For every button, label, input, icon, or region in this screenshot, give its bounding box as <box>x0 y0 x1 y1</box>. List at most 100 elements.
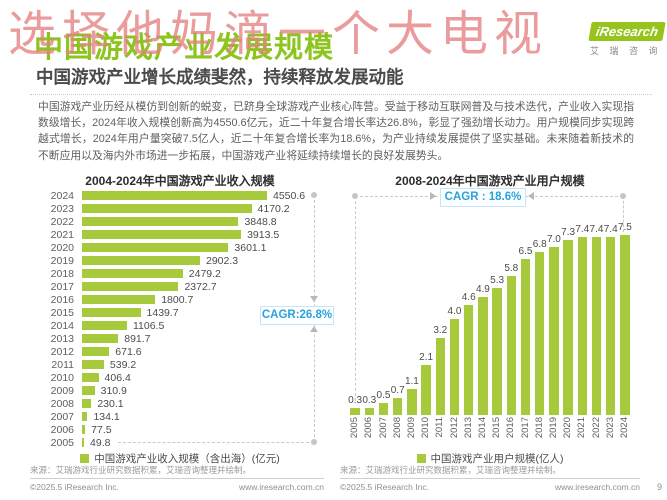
y-axis-year-label: 2005 <box>50 436 74 449</box>
revenue-bar <box>82 204 252 213</box>
bar-value-label: 310.9 <box>100 384 127 397</box>
footer-right: ©2025.5 iResearch Inc. www.iresearch.com… <box>340 482 640 492</box>
bar-value-label: 2479.2 <box>188 267 221 280</box>
revenue-bar <box>82 347 110 356</box>
bar-value-label: 891.7 <box>124 332 151 345</box>
cagr-badge-revenue: CAGR:26.8% <box>260 306 334 325</box>
x-axis-year-label: 2014 <box>476 417 488 439</box>
y-axis-year-label: 2015 <box>50 306 74 319</box>
revenue-bar <box>82 269 183 278</box>
legend-swatch <box>416 454 426 463</box>
revenue-bar-row: 2014 1106.5 <box>30 319 330 332</box>
revenue-bar <box>82 373 99 382</box>
bar-value-label: 2.1 <box>419 351 434 363</box>
bar-value-label: 77.5 <box>91 423 112 436</box>
x-axis-year-label: 2020 <box>562 417 574 439</box>
revenue-bar-row: 2015 1439.7 <box>30 306 330 319</box>
bar-value-label: 3.2 <box>433 325 448 337</box>
revenue-bar <box>82 334 119 343</box>
bar-value-label: 1439.7 <box>146 306 179 319</box>
x-axis-year-label: 2017 <box>519 417 531 439</box>
users-bar <box>392 398 403 415</box>
users-bar <box>463 304 474 415</box>
bracket-dot <box>352 193 358 199</box>
users-chart: 2008-2024年中国游戏产业用户规模 0.3 2005 0.3 2006 0.5 20… <box>340 168 640 460</box>
x-axis-year-label: 2010 <box>420 417 432 439</box>
users-bar <box>364 407 375 415</box>
cagr-bracket-line <box>355 196 356 401</box>
x-axis-year-label: 2015 <box>491 417 503 439</box>
revenue-bar-row: 2018 2479.2 <box>30 267 330 280</box>
bar-value-label: 4550.6 <box>273 189 306 202</box>
users-bar <box>534 251 545 415</box>
section-subtitle: 中国游戏产业增长成绩斐然，持续释放发展动能 <box>36 67 404 87</box>
bar-value-label: 4.6 <box>461 291 476 303</box>
x-axis-year-label: 2013 <box>462 417 474 439</box>
revenue-bar <box>82 438 85 447</box>
revenue-bar-row: 2008 230.1 <box>30 397 330 410</box>
revenue-bar-row: 2023 4170.2 <box>30 202 330 215</box>
revenue-bar <box>82 386 95 395</box>
users-bar <box>421 364 431 415</box>
bar-value-label: 7.5 <box>617 222 632 233</box>
y-axis-year-label: 2023 <box>50 202 74 215</box>
x-axis-year-label: 2006 <box>363 417 375 439</box>
users-bar <box>449 319 460 415</box>
y-axis-year-label: 2020 <box>50 241 74 254</box>
legend-label: 中国游戏产业收入规模（含出海）(亿元) <box>94 453 280 465</box>
bar-value-label: 5.8 <box>504 262 519 274</box>
body-paragraph: 中国游戏产业历经从模仿到创新的蜕变，已跻身全球游戏产业核心阵营。受益于移动互联网… <box>38 101 634 162</box>
bar-value-label: 3913.5 <box>247 228 280 241</box>
bar-value-label: 0.5 <box>376 390 391 401</box>
x-axis-year-label: 2008 <box>391 417 403 439</box>
revenue-bar <box>82 308 141 317</box>
revenue-bar <box>82 399 92 408</box>
bar-value-label: 3601.1 <box>234 241 267 254</box>
revenue-bar-row: 2020 3601.1 <box>30 241 330 254</box>
revenue-bar-row: 2010 406.4 <box>30 371 330 384</box>
copyright-text: ©2025.5 iResearch Inc. <box>30 482 119 492</box>
revenue-bar <box>82 191 267 200</box>
bar-value-label: 7.0 <box>546 234 561 245</box>
revenue-bar-row: 2017 2372.7 <box>30 280 330 293</box>
bar-value-label: 2902.3 <box>205 254 239 267</box>
source-note-left: 来源：艾瑞游戏行业研究数据积累，艾瑞咨询整理并绘制。 <box>30 465 252 475</box>
y-axis-year-label: 2022 <box>50 215 74 228</box>
y-axis-year-label: 2014 <box>50 319 74 332</box>
bar-value-label: 2372.7 <box>184 280 217 293</box>
users-bar <box>435 338 446 415</box>
users-bar <box>478 297 488 415</box>
revenue-bar <box>82 425 86 434</box>
revenue-bars-area: 2024 4550.6 2023 4170.2 2022 3848.8 2021 3913.5… <box>30 189 330 449</box>
revenue-bar-row: 2022 3848.8 <box>30 215 330 228</box>
website-text: www.iresearch.com.cn <box>554 482 640 492</box>
x-axis-year-label: 2018 <box>533 417 545 439</box>
bar-value-label: 0.3 <box>362 394 377 406</box>
users-bar <box>407 388 417 415</box>
footer-left: ©2025.5 iResearch Inc. www.iresearch.com… <box>30 482 324 492</box>
bar-value-label: 3848.8 <box>244 215 277 228</box>
x-axis-year-label: 2012 <box>448 417 460 439</box>
legend-label: 中国游戏产业用户规模(亿人) <box>430 453 564 465</box>
y-axis-year-label: 2017 <box>50 280 74 293</box>
revenue-bar-row: 2006 77.5 <box>30 423 330 436</box>
revenue-bar-row: 2019 2902.3 <box>30 254 330 267</box>
y-axis-year-label: 2018 <box>50 267 74 280</box>
y-axis-year-label: 2016 <box>50 293 74 306</box>
revenue-bar-row: 2013 891.7 <box>30 332 330 345</box>
bracket-dot <box>311 192 317 198</box>
bar-value-label: 1.1 <box>404 375 419 387</box>
revenue-bar-row: 2005 49.8 <box>30 436 330 449</box>
bar-value-label: 7.4 <box>589 224 604 236</box>
arrow-left-icon <box>430 192 436 200</box>
arrow-right-icon <box>528 192 534 200</box>
bracket-dot <box>311 439 317 445</box>
page-title: 中国游戏产业发展规模 <box>34 32 335 64</box>
bar-value-label: 6.8 <box>532 238 547 250</box>
bar-value-label: 7.4 <box>575 224 590 236</box>
y-axis-year-label: 2024 <box>50 189 74 202</box>
x-axis-year-label: 2016 <box>505 417 517 439</box>
users-bar <box>563 239 573 415</box>
cagr-bracket-line <box>118 442 314 443</box>
